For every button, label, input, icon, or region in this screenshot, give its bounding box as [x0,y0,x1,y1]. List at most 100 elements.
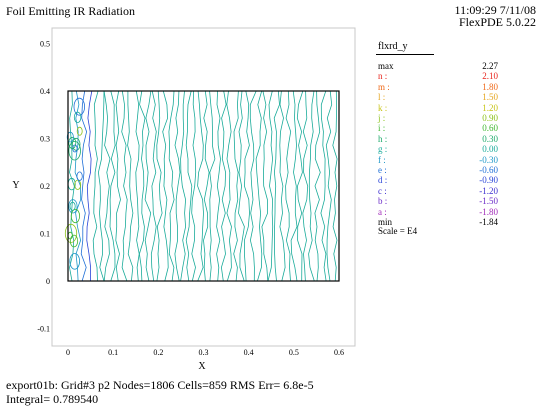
contour-line [92,90,99,282]
contour-line [279,90,286,282]
y-tick-label: 0.2 [40,182,50,191]
legend-level-value: 0.30 [482,133,498,144]
x-tick-label: 0.3 [199,348,209,357]
x-tick-label: 0.4 [244,348,254,357]
legend-level-label: min [378,217,393,227]
legend-level-value: -1.80 [479,206,498,217]
grid-stats: export01b: Grid#3 p2 Nodes=1806 Cells=85… [6,378,314,392]
contour-line [216,90,221,282]
x-axis-label: X [198,361,206,372]
legend-level-value: -0.60 [479,165,498,175]
contour-line [174,90,181,282]
legend-level-label: k : [378,102,388,113]
contour-loop [67,177,76,191]
contour-line [180,90,187,282]
contour-line [103,90,111,282]
contour-line [197,90,204,282]
contour-line [150,90,157,282]
contour-loop [76,126,83,136]
legend-level-value: -1.50 [479,196,498,207]
y-tick-label: 0.4 [40,87,50,96]
contour-loop [67,231,73,240]
legend-level-value: 0.60 [482,123,498,134]
contour-line [233,90,239,282]
contour-loop [76,171,83,181]
legend-level-label: f : [378,154,386,165]
contour-line [209,90,216,282]
contour-loop [69,234,79,248]
contour-line [255,90,263,282]
legend-entry: i : 0.60 [378,123,498,134]
timestamp-block: 11:09:29 7/11/08 FlexPDE 5.0.22 [455,4,536,28]
legend-level-label: a : [378,206,387,217]
contour-line [290,90,298,282]
x-tick-label: 0.1 [108,348,118,357]
legend-entry: m : 1.80 [378,82,498,93]
legend-entry: n : 2.10 [378,71,498,82]
x-tick-label: 0.5 [289,348,299,357]
contour-line [156,90,163,282]
contour-line [121,90,128,282]
legend-entry: j : 0.90 [378,113,498,124]
legend-variable: flxrd_y [378,41,408,52]
contour-line [220,90,227,282]
legend-level-label: l : [378,92,386,103]
contour-line [162,90,169,282]
contour-line [203,90,210,282]
legend-entry: e : -0.60 [378,165,498,176]
contour-line [226,90,232,282]
y-tick-label: -0.1 [37,325,50,334]
legend-level-label: h : [378,133,388,144]
legend-level-label: j : [378,113,386,123]
x-tick-label: 0 [66,348,70,357]
contour-line [185,90,193,282]
contour-line [86,90,93,282]
contour-line [249,90,257,282]
contour-line [69,90,75,282]
contour-line [109,90,116,282]
y-tick-label: 0 [46,277,50,286]
domain-boundary [67,90,340,282]
legend-divider [376,54,434,55]
timestamp: 11:09:29 7/11/08 [454,3,536,17]
legend-entry: a : -1.80 [378,207,498,218]
contour-line [302,90,309,282]
legend-level-value: -0.30 [479,154,498,165]
contour-line [97,90,105,282]
legend-entry: k : 1.20 [378,103,498,114]
legend-level-value: 1.80 [482,81,498,92]
plot-title: Foil Emitting IR Radiation [6,4,135,18]
contour-line [243,90,250,282]
legend-level-label: g : [378,144,388,155]
version-label: FlexPDE 5.0.22 [458,15,536,29]
x-tick-labels: 0 0.1 0.2 0.3 0.4 0.5 0.6 [66,348,344,357]
contour-line [74,90,82,282]
contour-line [285,90,292,282]
contour-loop [69,252,80,270]
contour-loop [64,223,78,243]
plot-frame [51,27,356,347]
contour-line [127,91,134,282]
legend-level-label: e : [378,165,387,175]
contour-line [144,90,152,282]
x-tick-label: 0.6 [334,348,344,357]
legend-entry: max 2.27 [378,61,498,72]
legend-entry: min -1.84 [378,217,498,228]
contour-loop [73,97,86,116]
contour-line [191,90,197,282]
legend-entry: l : 1.50 [378,92,498,103]
legend-entry: h : 0.30 [378,134,498,145]
legend-entry: b : -1.50 [378,196,498,207]
contour-line [308,90,315,282]
contour-loop [69,201,76,211]
contour-loop [68,136,77,149]
legend-level-label: c : [378,185,387,196]
contour-line [332,90,338,282]
contour-line [320,90,327,282]
legend-entry: g : 0.00 [378,144,498,155]
legend-level-value: -1.84 [479,217,498,227]
legend-scale: Scale = E4 [378,226,418,236]
y-tick-label: 0.1 [40,230,50,239]
legend-level-value: -0.90 [479,175,498,186]
